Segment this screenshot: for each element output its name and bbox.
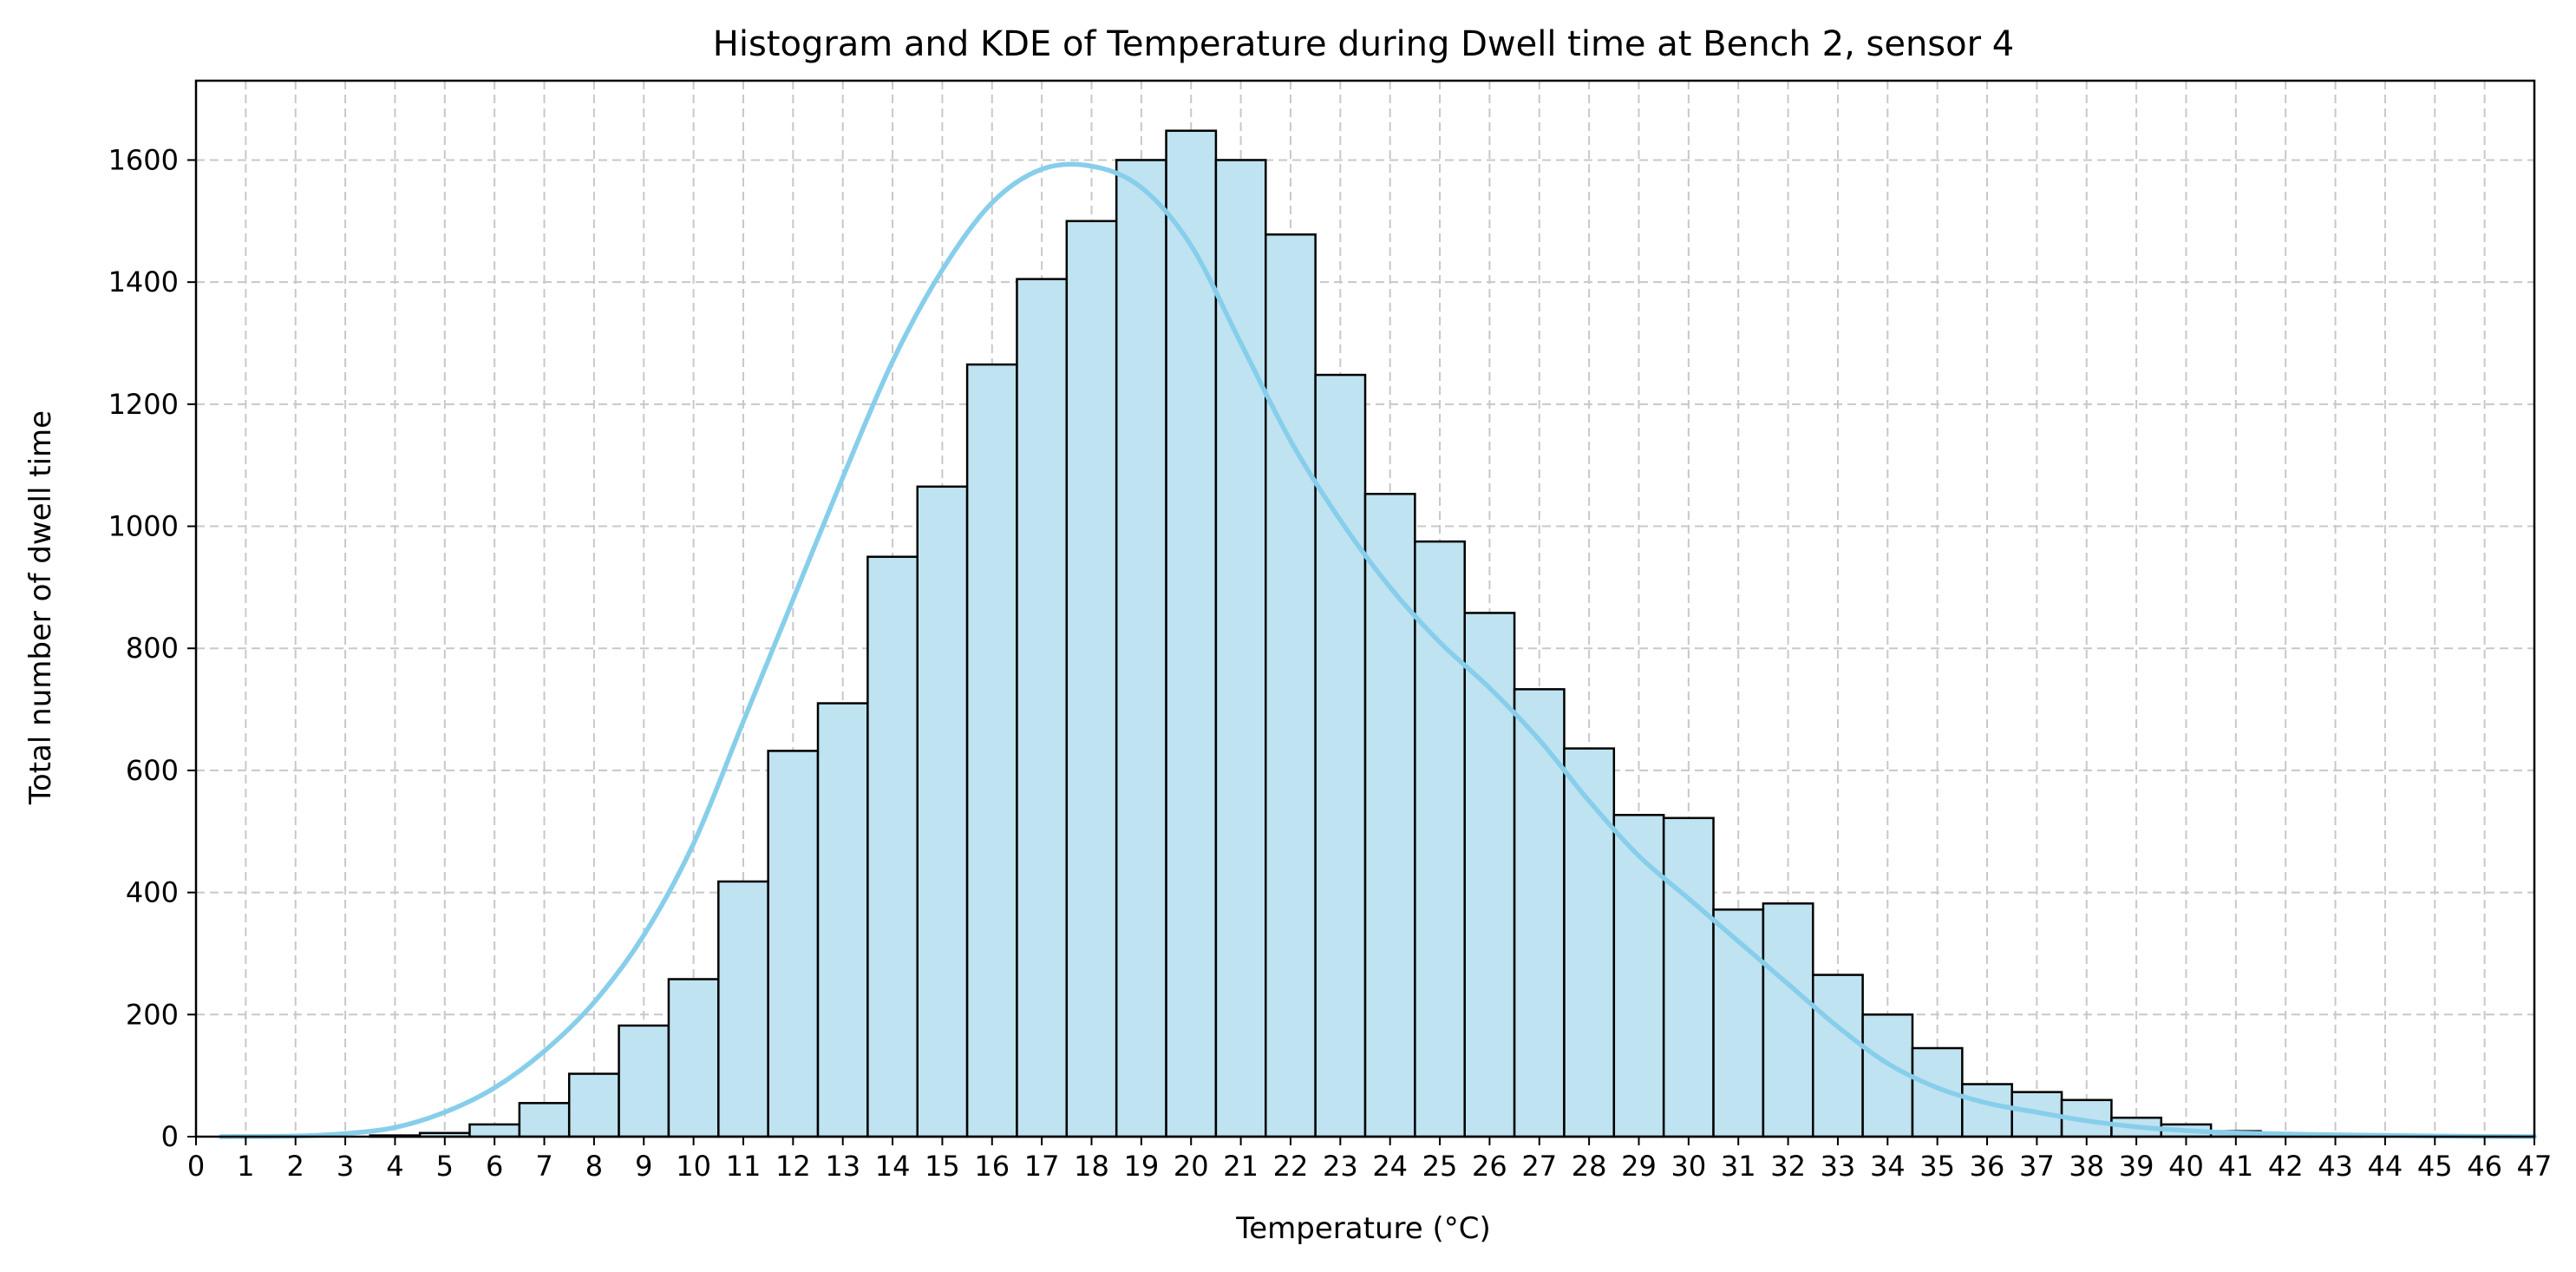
histogram-bar xyxy=(1812,974,1864,1138)
histogram-bar xyxy=(1563,747,1616,1138)
histogram-bar xyxy=(866,555,919,1138)
histogram-bar xyxy=(667,978,720,1138)
x-tick-label: 0 xyxy=(187,1150,205,1183)
y-tick-label: 1200 xyxy=(108,388,179,421)
x-tick-label: 39 xyxy=(2119,1150,2154,1183)
x-tick-label: 6 xyxy=(486,1150,503,1183)
x-tick-label: 38 xyxy=(2069,1150,2104,1183)
histogram-bar xyxy=(1363,492,1416,1138)
x-tick-label: 45 xyxy=(2417,1150,2453,1183)
histogram-bar xyxy=(1961,1083,2013,1138)
x-tick-label: 13 xyxy=(825,1150,860,1183)
x-tick-label: 24 xyxy=(1372,1150,1408,1183)
y-tick-label: 1000 xyxy=(108,510,179,543)
histogram-bar xyxy=(1115,159,1167,1138)
x-tick-label: 27 xyxy=(1521,1150,1557,1183)
histogram-bar xyxy=(518,1102,571,1138)
histogram-bar xyxy=(1463,612,1516,1138)
x-tick-label: 9 xyxy=(635,1150,652,1183)
histogram-bar xyxy=(816,702,869,1138)
x-tick-label: 31 xyxy=(1721,1150,1756,1183)
x-axis-label: Temperature (°C) xyxy=(1235,1211,1490,1246)
histogram-bar xyxy=(618,1024,670,1138)
kde-curve xyxy=(218,161,2537,1139)
y-tick-label: 600 xyxy=(126,754,179,787)
histogram-bar xyxy=(717,880,769,1138)
x-tick-label: 19 xyxy=(1124,1150,1160,1183)
histogram-bar xyxy=(1265,233,1317,1138)
x-tick-label: 5 xyxy=(436,1150,454,1183)
x-tick-label: 25 xyxy=(1422,1150,1458,1183)
x-tick-label: 21 xyxy=(1223,1150,1259,1183)
x-tick-label: 8 xyxy=(585,1150,603,1183)
y-axis-label: Total number of dwell time xyxy=(23,410,58,805)
x-tick-label: 30 xyxy=(1670,1150,1706,1183)
y-tick-label: 1600 xyxy=(108,143,179,176)
histogram-bar xyxy=(965,363,1018,1138)
y-tick-label: 0 xyxy=(161,1120,179,1153)
x-tick-label: 3 xyxy=(337,1150,354,1183)
x-tick-label: 43 xyxy=(2318,1150,2353,1183)
x-tick-label: 40 xyxy=(2168,1150,2204,1183)
y-axis-ticks: 0 200 400 600 800 1000 1200 1400 1600 xyxy=(108,143,196,1153)
x-tick-label: 41 xyxy=(2218,1150,2253,1183)
x-tick-label: 7 xyxy=(535,1150,552,1183)
x-tick-label: 44 xyxy=(2368,1150,2403,1183)
x-tick-label: 18 xyxy=(1074,1150,1109,1183)
x-tick-label: 34 xyxy=(1870,1150,1906,1183)
x-tick-label: 32 xyxy=(1770,1150,1806,1183)
histogram-bar xyxy=(1414,540,1466,1138)
x-tick-label: 17 xyxy=(1024,1150,1060,1183)
x-tick-label: 4 xyxy=(386,1150,403,1183)
histogram-bar xyxy=(916,485,969,1138)
x-tick-label: 1 xyxy=(237,1150,254,1183)
y-tick-label: 400 xyxy=(126,876,179,909)
x-tick-label: 2 xyxy=(287,1150,304,1183)
x-tick-label: 33 xyxy=(1821,1150,1856,1183)
x-tick-label: 10 xyxy=(676,1150,711,1183)
x-tick-label: 14 xyxy=(875,1150,911,1183)
x-tick-label: 28 xyxy=(1572,1150,1607,1183)
chart-title: Histogram and KDE of Temperature during … xyxy=(713,24,2014,64)
x-tick-label: 42 xyxy=(2268,1150,2304,1183)
x-tick-label: 29 xyxy=(1621,1150,1657,1183)
x-tick-label: 23 xyxy=(1323,1150,1358,1183)
x-tick-label: 11 xyxy=(726,1150,762,1183)
y-tick-label: 200 xyxy=(126,998,179,1031)
x-tick-label: 47 xyxy=(2517,1150,2553,1183)
x-tick-label: 35 xyxy=(1919,1150,1955,1183)
x-tick-label: 12 xyxy=(775,1150,811,1183)
y-tick-label: 1400 xyxy=(108,266,179,298)
histogram-bar xyxy=(1016,278,1069,1138)
x-tick-label: 36 xyxy=(1970,1150,2005,1183)
plot-frame xyxy=(194,79,2536,1138)
x-axis-ticks: 0 1 2 3 4 5 6 7 8 9 10 11 12 13 14 15 16 17 18 19 20 21 22 23 24… xyxy=(187,1137,2553,1183)
x-tick-label: 16 xyxy=(974,1150,1010,1183)
histogram-bars xyxy=(369,129,2511,1138)
histogram-bar xyxy=(1612,814,1665,1138)
histogram-bar xyxy=(1762,902,1814,1138)
histogram-bar xyxy=(567,1072,620,1138)
x-tick-label: 15 xyxy=(925,1150,960,1183)
histogram-bar xyxy=(1662,816,1715,1138)
x-tick-label: 22 xyxy=(1273,1150,1309,1183)
x-tick-label: 26 xyxy=(1472,1150,1507,1183)
x-tick-label: 20 xyxy=(1174,1150,1209,1183)
histogram-bar xyxy=(767,750,820,1138)
histogram-bar xyxy=(1314,373,1367,1138)
y-tick-label: 800 xyxy=(126,632,179,665)
kde-curve-group xyxy=(218,161,2537,1139)
histogram-bar xyxy=(1513,688,1566,1138)
histogram-bar xyxy=(468,1123,521,1138)
histogram-bar xyxy=(1065,220,1118,1138)
x-tick-label: 46 xyxy=(2467,1150,2502,1183)
x-tick-label: 37 xyxy=(2019,1150,2055,1183)
